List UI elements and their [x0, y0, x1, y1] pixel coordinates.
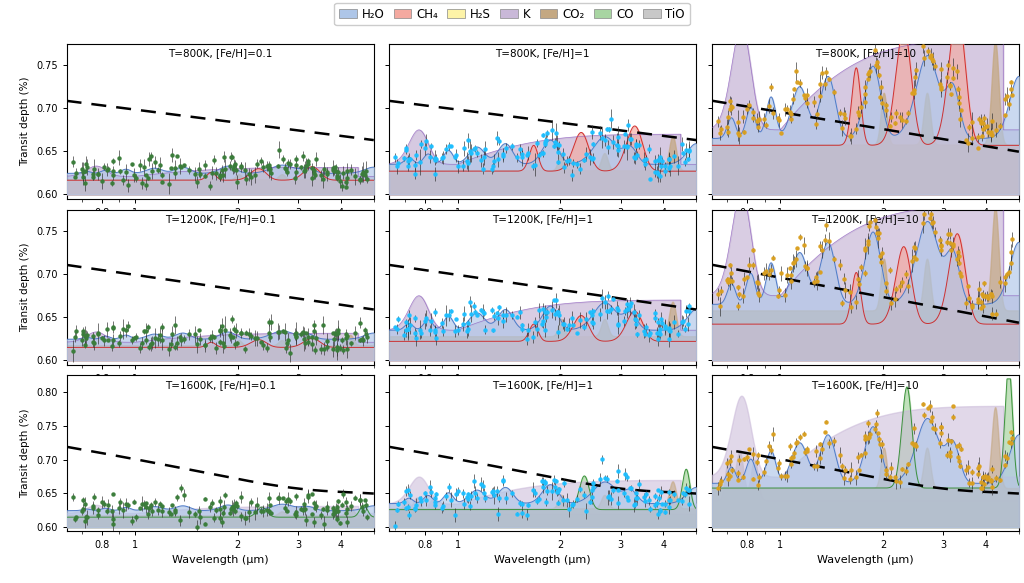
X-axis label: Wavelength (μm): Wavelength (μm)	[495, 555, 591, 565]
Y-axis label: Transit depth (%): Transit depth (%)	[20, 243, 31, 332]
Text: T=800K, [Fe/H]=1: T=800K, [Fe/H]=1	[496, 48, 590, 58]
X-axis label: Wavelength (μm): Wavelength (μm)	[817, 555, 913, 565]
Text: T=1200K, [Fe/H]=0.1: T=1200K, [Fe/H]=0.1	[165, 215, 275, 224]
Text: T=1200K, [Fe/H]=1: T=1200K, [Fe/H]=1	[493, 215, 593, 224]
Text: T=1200K, [Fe/H]=10: T=1200K, [Fe/H]=10	[811, 215, 920, 224]
Text: T=800K, [Fe/H]=10: T=800K, [Fe/H]=10	[815, 48, 915, 58]
Legend: H₂O, CH₄, H₂S, K, CO₂, CO, TiO: H₂O, CH₄, H₂S, K, CO₂, CO, TiO	[334, 3, 690, 26]
Text: T=800K, [Fe/H]=0.1: T=800K, [Fe/H]=0.1	[168, 48, 272, 58]
Text: T=1600K, [Fe/H]=10: T=1600K, [Fe/H]=10	[811, 380, 920, 390]
Text: T=1600K, [Fe/H]=0.1: T=1600K, [Fe/H]=0.1	[165, 380, 275, 390]
Y-axis label: Transit depth (%): Transit depth (%)	[20, 76, 31, 166]
X-axis label: Wavelength (μm): Wavelength (μm)	[172, 555, 268, 565]
Text: T=1600K, [Fe/H]=1: T=1600K, [Fe/H]=1	[493, 380, 593, 390]
Y-axis label: Transit depth (%): Transit depth (%)	[20, 408, 31, 498]
